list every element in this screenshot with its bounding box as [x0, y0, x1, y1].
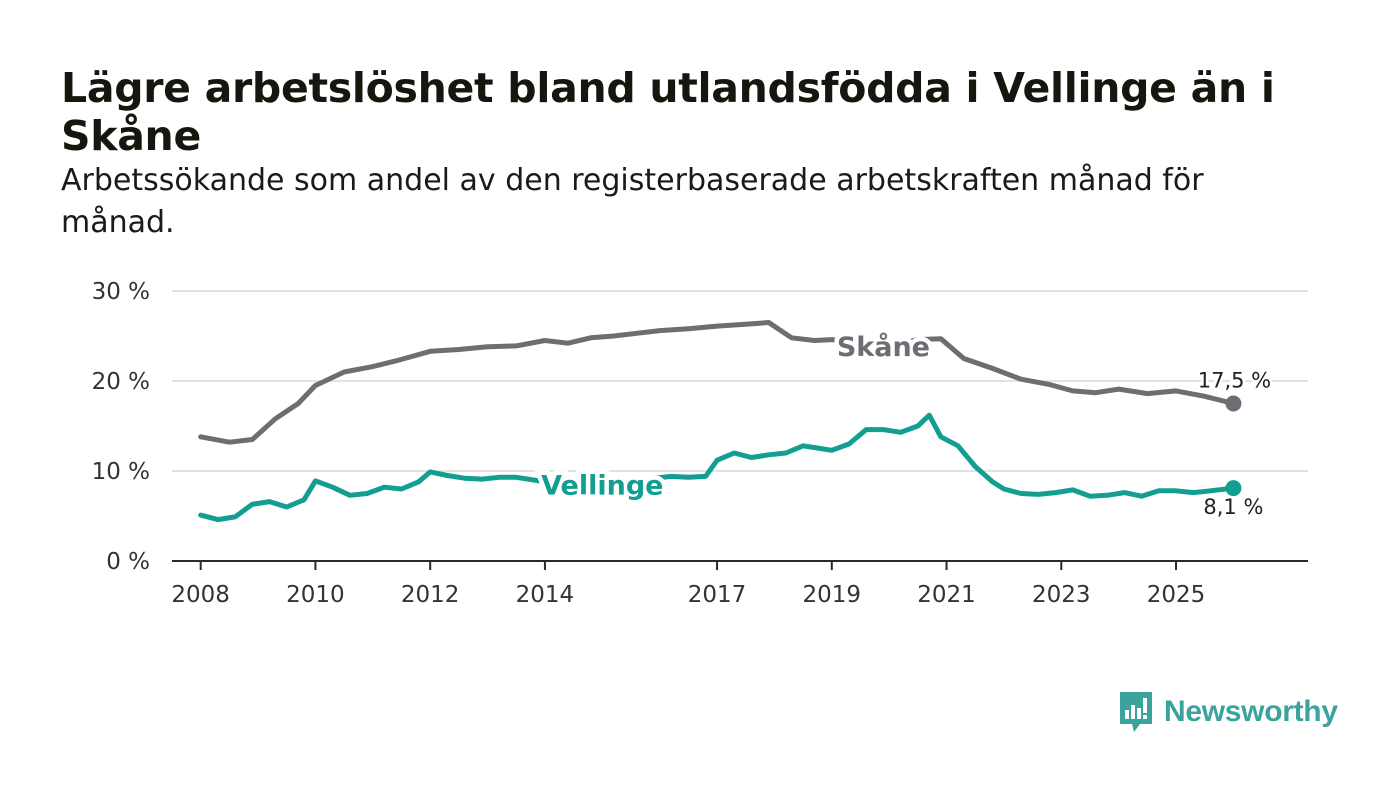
- series-labels: Skåne 17,5 % Vellinge 8,1 %: [537, 326, 1274, 521]
- x-tick-label: 2008: [171, 582, 230, 608]
- x-tick-label: 2012: [401, 582, 460, 608]
- end-point-vellinge: [1225, 480, 1242, 497]
- x-tick-label: 2021: [917, 582, 976, 608]
- series-line-vellinge: [198, 412, 1236, 523]
- end-value-label-vellinge: 8,1 %: [1203, 495, 1263, 519]
- newsworthy-logo: Newsworthy: [1118, 690, 1338, 734]
- y-tick-label: 0 %: [106, 549, 150, 575]
- gridlines: [172, 290, 1308, 472]
- x-tick-label: 2010: [286, 582, 345, 608]
- end-value-label-sk-ne: 17,5 %: [1198, 369, 1271, 393]
- y-axis-ticks: 0 % 10 % 20 % 30 %: [92, 279, 150, 575]
- x-tick-label: 2025: [1147, 582, 1206, 608]
- end-point-sk-ne: [1225, 395, 1242, 412]
- series-label-sk-ne: Skåne: [837, 331, 930, 363]
- series-line-sk-ne: [198, 320, 1236, 445]
- chart-title: Lägre arbetslöshet bland utlandsfödda i …: [61, 64, 1275, 160]
- newsworthy-logo-icon: [1120, 692, 1152, 732]
- x-axis-ticks: 2008 2010 2012 2014 2017 2019 2021 2023 2025: [171, 561, 1205, 608]
- series-label-vellinge: Vellinge: [541, 471, 663, 502]
- x-tick-label: 2019: [803, 582, 862, 608]
- x-tick-label: 2023: [1032, 582, 1091, 608]
- y-tick-label: 10 %: [92, 459, 150, 485]
- newsworthy-logo-text: Newsworthy: [1164, 695, 1338, 728]
- chart-subtitle: Arbetssökande som andel av den registerb…: [61, 163, 1204, 240]
- x-tick-label: 2014: [516, 582, 575, 608]
- series-lines: [198, 320, 1242, 523]
- y-tick-label: 20 %: [92, 369, 150, 395]
- x-tick-label: 2017: [688, 582, 747, 608]
- y-tick-label: 30 %: [92, 279, 150, 305]
